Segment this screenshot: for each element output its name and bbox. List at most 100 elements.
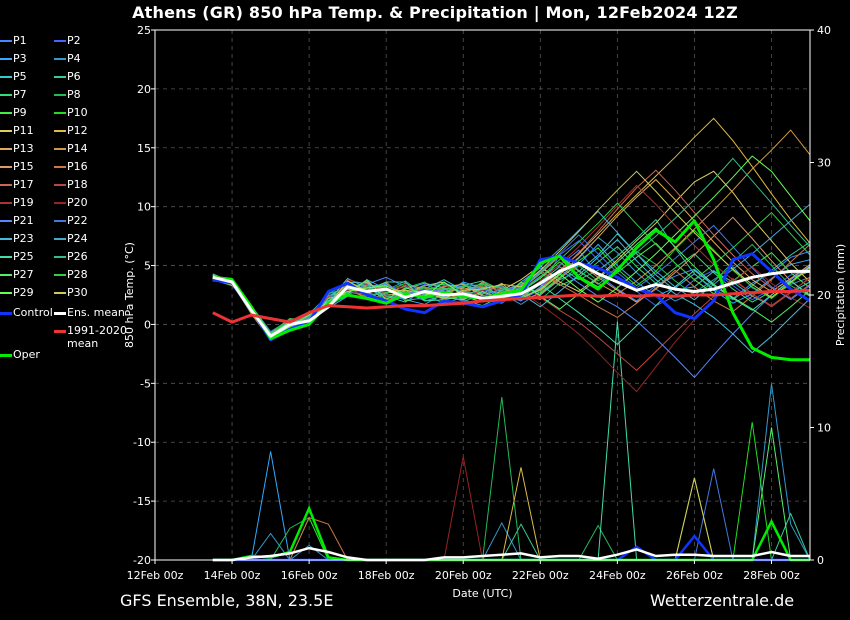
- legend-item-p18: P18: [54, 178, 88, 191]
- legend-swatch: [54, 220, 66, 222]
- legend-item-p21: P21: [0, 214, 34, 227]
- legend-swatch: [54, 166, 66, 168]
- legend-label: P22: [67, 214, 88, 227]
- legend-label: P29: [13, 286, 34, 299]
- legend-item-p2: P2: [54, 34, 81, 47]
- legend-item-p13: P13: [0, 142, 34, 155]
- legend-item-p19: P19: [0, 196, 34, 209]
- legend-swatch: [0, 40, 12, 42]
- temp-line-ens-mean: [212, 261, 810, 338]
- y-tick-label: -5: [140, 377, 151, 390]
- x-tick-label: 22Feb 00z: [512, 569, 569, 582]
- legend-label: P8: [67, 88, 81, 101]
- legend-item-p23: P23: [0, 232, 34, 245]
- legend-item-p4: P4: [54, 52, 81, 65]
- temp-line-oper: [212, 219, 810, 362]
- x-tick-label: 20Feb 00z: [435, 569, 492, 582]
- legend-swatch: [0, 292, 12, 294]
- x-tick-label: 24Feb 00z: [589, 569, 646, 582]
- legend-item-p5: P5: [0, 70, 27, 83]
- legend-swatch: [54, 292, 66, 294]
- legend-item-p20: P20: [54, 196, 88, 209]
- legend-item-p3: P3: [0, 52, 27, 65]
- legend-label: P28: [67, 268, 88, 281]
- legend-swatch: [0, 256, 12, 258]
- legend-label: Ens. mean: [67, 306, 125, 319]
- legend-item-p26: P26: [54, 250, 88, 263]
- y-tick-label: 20: [137, 83, 151, 96]
- legend-label: P12: [67, 124, 88, 137]
- legend-swatch: [54, 148, 66, 150]
- x-tick-label: 16Feb 00z: [281, 569, 338, 582]
- legend-label: P3: [13, 52, 27, 65]
- legend-label: P24: [67, 232, 88, 245]
- y2-tick-label: 10: [817, 422, 831, 435]
- legend-label: P6: [67, 70, 81, 83]
- legend-swatch: [0, 274, 12, 276]
- x-tick-label: 26Feb 00z: [666, 569, 723, 582]
- legend-item-p7: P7: [0, 88, 27, 101]
- legend-swatch: [54, 112, 66, 114]
- legend-label: P14: [67, 142, 88, 155]
- legend-item-p11: P11: [0, 124, 34, 137]
- precip-line-ens-mean: [212, 546, 810, 562]
- source-credit: Wetterzentrale.de: [650, 591, 795, 610]
- legend-label: P13: [13, 142, 34, 155]
- legend-item-p12: P12: [54, 124, 88, 137]
- legend-item-p29: P29: [0, 286, 34, 299]
- temp-lines: [212, 117, 811, 393]
- legend-item-p16: P16: [54, 160, 88, 173]
- legend-item-control: Control: [0, 306, 53, 319]
- legend-label: P25: [13, 250, 34, 263]
- legend-item-p15: P15: [0, 160, 34, 173]
- legend-label: P17: [13, 178, 34, 191]
- legend-item-p24: P24: [54, 232, 88, 245]
- legend: P1 P2 P3 P4 P5 P6 P7 P8 P9 P10 P11 P12 P13 P14 P15 P16 P…: [0, 34, 130, 364]
- legend-swatch: [0, 112, 12, 114]
- y2-axis-label: Precipitation (mm): [834, 244, 847, 346]
- legend-swatch: [0, 166, 12, 168]
- y-tick-label: 25: [137, 24, 151, 37]
- legend-item-ens-mean: Ens. mean: [54, 306, 125, 319]
- y-tick-label: -15: [133, 495, 151, 508]
- legend-item-p8: P8: [54, 88, 81, 101]
- legend-item-p10: P10: [54, 106, 88, 119]
- legend-label: P11: [13, 124, 34, 137]
- y-tick-label: 15: [137, 142, 151, 155]
- y2-tick-label: 40: [817, 24, 831, 37]
- legend-label: P4: [67, 52, 81, 65]
- legend-swatch: [54, 130, 66, 132]
- legend-item-p17: P17: [0, 178, 34, 191]
- legend-label: P20: [67, 196, 88, 209]
- legend-swatch: [54, 76, 66, 78]
- legend-label: P19: [13, 196, 34, 209]
- y2-tick-label: 30: [817, 157, 831, 170]
- chart-title: Athens (GR) 850 hPa Temp. & Precipitatio…: [132, 3, 738, 22]
- legend-swatch: [0, 238, 12, 240]
- y2-tick-label: 20: [817, 289, 831, 302]
- legend-item-oper: Oper: [0, 348, 40, 361]
- x-tick-label: 28Feb 00z: [743, 569, 800, 582]
- legend-swatch: [0, 220, 12, 222]
- legend-swatch: [54, 330, 66, 333]
- legend-swatch: [0, 202, 12, 204]
- legend-swatch: [54, 58, 66, 60]
- legend-swatch: [54, 202, 66, 204]
- y2-tick-label: 0: [817, 554, 824, 567]
- x-tick-label: 12Feb 00z: [127, 569, 184, 582]
- legend-label: P30: [67, 286, 88, 299]
- legend-label: Oper: [13, 348, 40, 361]
- y-tick-label: 10: [137, 201, 151, 214]
- legend-swatch: [54, 311, 66, 315]
- legend-item-p6: P6: [54, 70, 81, 83]
- legend-item-p22: P22: [54, 214, 88, 227]
- legend-item-p1: P1: [0, 34, 27, 47]
- legend-swatch: [0, 130, 12, 132]
- legend-swatch: [0, 184, 12, 186]
- legend-label: P26: [67, 250, 88, 263]
- legend-swatch: [0, 353, 12, 357]
- y-tick-label: -10: [133, 436, 151, 449]
- y-tick-label: 5: [144, 260, 151, 273]
